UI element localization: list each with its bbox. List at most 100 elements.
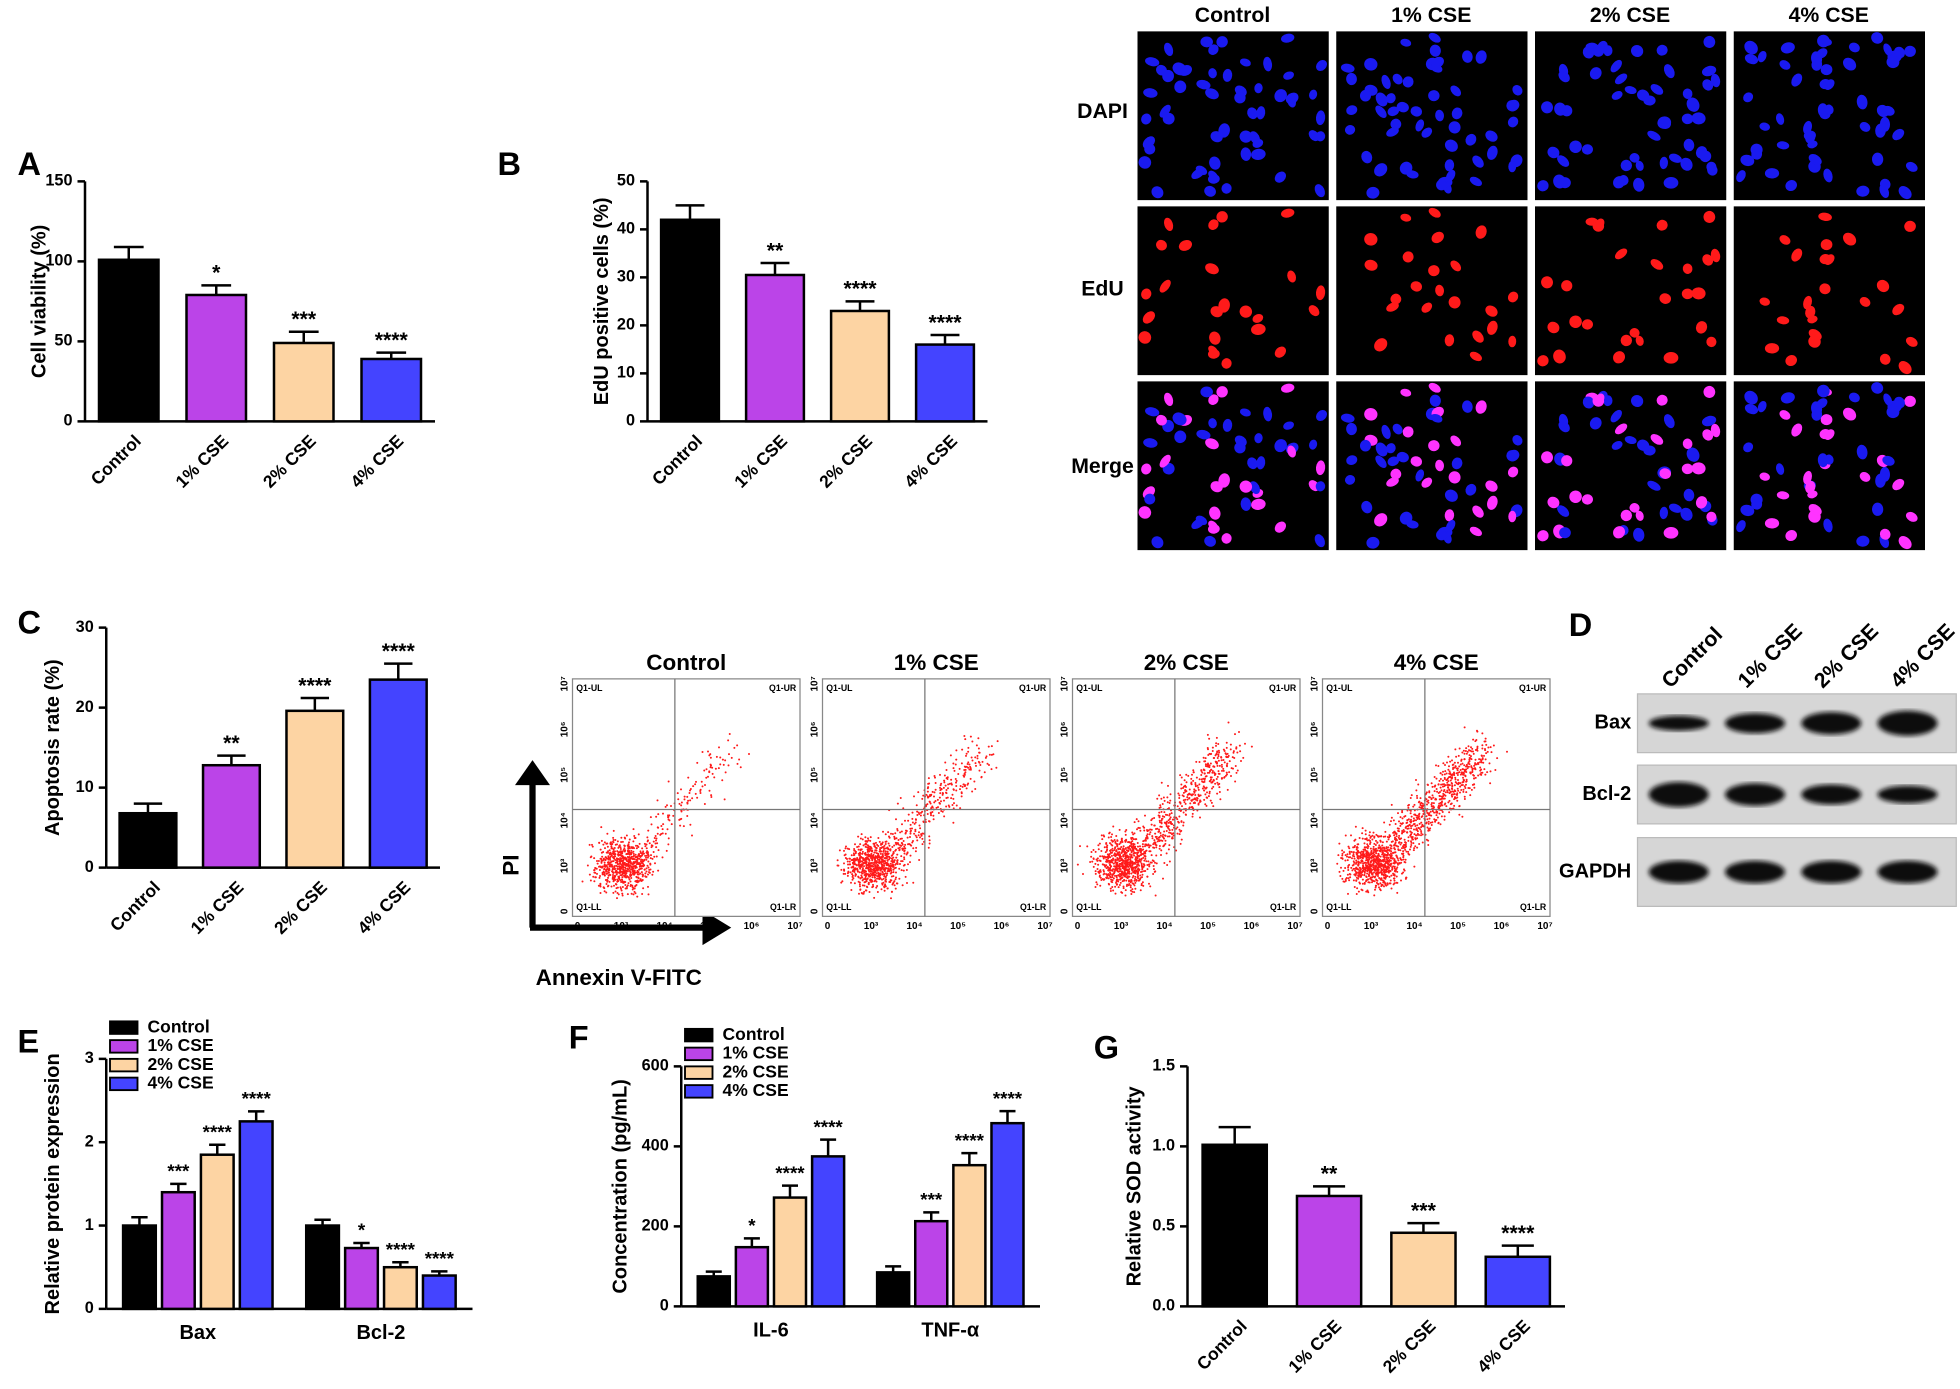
event (616, 861, 618, 863)
event (1153, 825, 1155, 827)
event (1457, 762, 1459, 764)
bar (915, 1221, 947, 1306)
event (1105, 864, 1107, 866)
event (670, 805, 672, 807)
event (889, 845, 891, 847)
event (1223, 777, 1225, 779)
event (891, 855, 893, 857)
event (1451, 785, 1453, 787)
event (1367, 845, 1369, 847)
event (1375, 864, 1377, 866)
event (1200, 774, 1202, 776)
x-tick-label: Bax (179, 1322, 216, 1344)
event (1182, 825, 1184, 827)
event (880, 843, 882, 845)
event (956, 780, 958, 782)
event (928, 796, 930, 798)
event (1123, 866, 1125, 868)
event (1110, 881, 1112, 883)
event (1137, 867, 1139, 869)
event (910, 855, 912, 857)
event (967, 747, 969, 749)
event (729, 733, 731, 735)
event (882, 831, 884, 833)
event (639, 863, 641, 865)
event (1106, 859, 1108, 861)
event (649, 863, 651, 865)
event (1208, 738, 1210, 740)
event (1380, 856, 1382, 858)
event (894, 832, 896, 834)
y-tick-label: 50 (54, 332, 72, 350)
event (1376, 879, 1378, 881)
event (1210, 753, 1212, 755)
event (1137, 874, 1139, 876)
event (1227, 789, 1229, 791)
event (599, 869, 601, 871)
event (1377, 875, 1379, 877)
event (935, 782, 937, 784)
event (610, 861, 612, 863)
bar (698, 1276, 730, 1306)
event (1221, 778, 1223, 780)
event (1367, 863, 1369, 865)
event (1148, 850, 1150, 852)
event (1354, 886, 1356, 888)
event (960, 785, 962, 787)
event (879, 841, 881, 843)
event (854, 863, 856, 865)
event (1485, 744, 1487, 746)
event (880, 857, 882, 859)
event (667, 828, 669, 830)
event (866, 879, 868, 881)
y-tick-label: 10⁶ (810, 722, 821, 738)
event (911, 828, 913, 830)
event (1375, 844, 1377, 846)
x-tick-label: 10⁵ (700, 921, 716, 932)
event (1145, 860, 1147, 862)
event (861, 865, 863, 867)
event (1170, 793, 1172, 795)
event (616, 874, 618, 876)
event (1129, 845, 1131, 847)
event (864, 858, 866, 860)
event (1097, 868, 1099, 870)
event (879, 847, 881, 849)
event (1418, 843, 1420, 845)
event (607, 877, 609, 879)
event (630, 881, 632, 883)
event (609, 881, 611, 883)
event (1178, 822, 1180, 824)
y-tick-label: 0.5 (1152, 1217, 1175, 1235)
event (1134, 852, 1136, 854)
event (1393, 834, 1395, 836)
event (1113, 872, 1115, 874)
event (881, 879, 883, 881)
event (1116, 865, 1118, 867)
event (647, 857, 649, 859)
event (852, 875, 854, 877)
event (1382, 841, 1384, 843)
event (884, 858, 886, 860)
event (1185, 803, 1187, 805)
event (878, 872, 880, 874)
y-axis-label: Apoptosis rate (%) (42, 659, 64, 836)
event (845, 857, 847, 859)
event (604, 847, 606, 849)
event (896, 882, 898, 884)
event (1148, 846, 1150, 848)
significance: ** (767, 238, 784, 262)
event (1128, 861, 1130, 863)
event (904, 850, 906, 852)
event (1370, 863, 1372, 865)
event (1146, 829, 1148, 831)
x-tick-label: 10⁶ (994, 921, 1010, 932)
event (654, 862, 656, 864)
event (877, 891, 879, 893)
event (1438, 813, 1440, 815)
event (1463, 753, 1465, 755)
significance: **** (928, 310, 962, 334)
event (1351, 857, 1353, 859)
event (1393, 880, 1395, 882)
event (592, 876, 594, 878)
